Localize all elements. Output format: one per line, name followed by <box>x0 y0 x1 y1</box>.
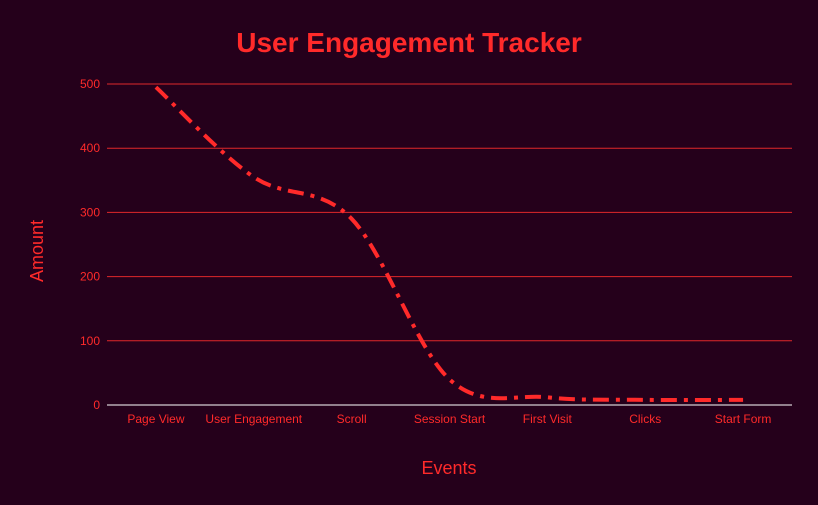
x-tick-label: Session Start <box>414 412 486 426</box>
x-tick-labels: Page View User Engagement Scroll Session St… <box>127 412 771 426</box>
y-tick-label: 300 <box>80 205 100 219</box>
y-tick-labels: 0 100 200 300 400 500 <box>80 77 100 412</box>
series-line <box>154 85 744 403</box>
y-tick-label: 500 <box>80 77 100 91</box>
y-tick-label: 400 <box>80 141 100 155</box>
y-axis-title: Amount <box>27 220 47 282</box>
x-tick-label: Page View <box>127 412 184 426</box>
x-tick-label: User Engagement <box>205 412 302 426</box>
y-tick-label: 100 <box>80 334 100 348</box>
x-axis-title: Events <box>421 458 476 478</box>
y-tick-label: 0 <box>93 398 100 412</box>
chart-title: User Engagement Tracker <box>236 27 582 58</box>
x-tick-label: Clicks <box>629 412 661 426</box>
x-tick-label: First Visit <box>523 412 573 426</box>
y-tick-label: 200 <box>80 270 100 284</box>
x-tick-label: Scroll <box>337 412 367 426</box>
gridlines <box>107 83 792 406</box>
x-tick-label: Start Form <box>715 412 772 426</box>
series-line-group <box>154 85 744 403</box>
